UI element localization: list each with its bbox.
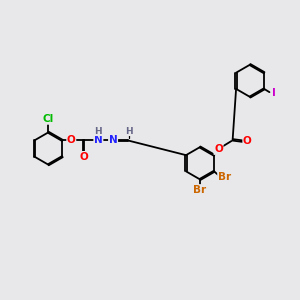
Text: O: O [214,144,223,154]
Text: Cl: Cl [43,114,54,124]
Text: Br: Br [194,185,207,195]
Text: O: O [67,135,76,146]
Text: O: O [79,152,88,162]
Text: O: O [243,136,252,146]
Text: N: N [94,135,103,146]
Text: H: H [94,127,102,136]
Text: N: N [109,135,118,146]
Text: H: H [125,127,133,136]
Text: Br: Br [218,172,231,182]
Text: I: I [272,88,276,98]
